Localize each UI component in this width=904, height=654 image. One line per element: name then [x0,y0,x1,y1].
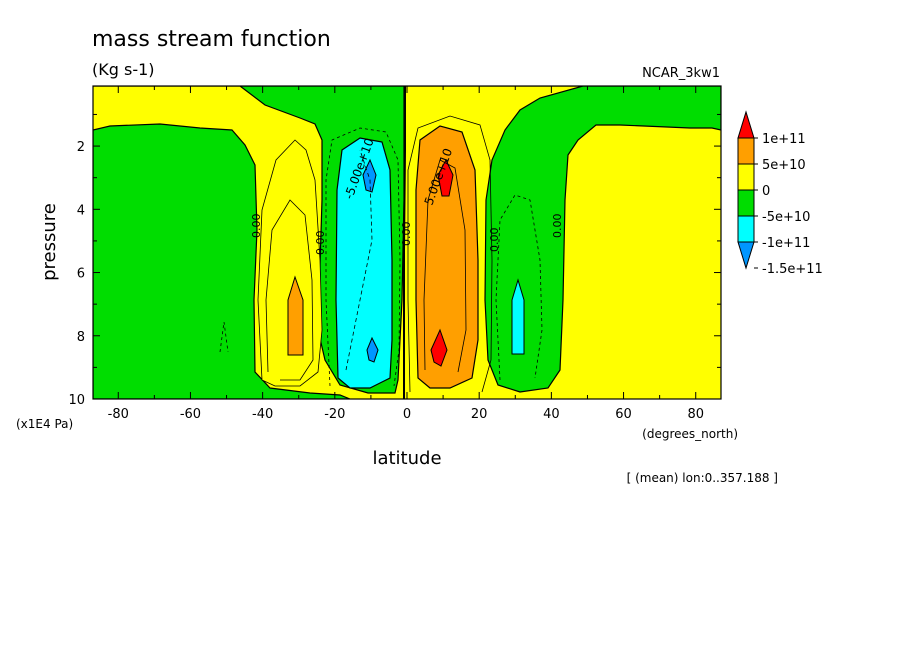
colorbar-segment [737,163,755,191]
x-tick-label: 60 [615,407,632,422]
x-tick-label: 0 [403,407,411,422]
chart-title: mass stream function [92,27,331,52]
colorbar-label: -1.5e+11 [762,262,823,277]
y-axis-label: pressure [39,203,60,281]
contour-label: 0.00 [488,228,501,253]
colorbar-label: 5e+10 [762,158,806,173]
chart-subtitle: (Kg s-1) [92,60,155,79]
solid-contour [407,115,493,393]
x-tick-label: -20 [324,407,345,422]
x-tick-label: 80 [687,407,704,422]
x-tick-label: -40 [252,407,273,422]
colorbar-legend: 1e+11 5e+10 0 -5e+10 -1e+11 -1.5e+11 [737,110,823,277]
colorbar-label: -1e+11 [762,236,810,251]
blue-core-lower [366,336,379,363]
solid-contour [423,159,467,373]
colorbar-min-arrow [737,241,755,270]
y-tick-label: 8 [77,330,85,345]
y-tick-label: 10 [68,393,85,408]
colorbar-segment [737,215,755,243]
orange-cell-north [415,125,479,389]
orange-cell-south [287,275,304,356]
contour-label: 0.00 [400,222,413,247]
blue-core-upper [362,158,377,193]
colorbar-segment [737,137,755,165]
y-tick-label: 2 [77,140,85,155]
colorbar-label: 1e+11 [762,132,806,147]
dashed-contour [219,321,229,353]
cyan-cell [335,137,393,389]
equator-zero-contour [403,86,406,399]
axes: -80 -60 -40 -20 0 20 40 60 80 2 4 6 8 10 [68,86,721,422]
yellow-cell-south [257,139,323,387]
run-label: NCAR_3kw1 [642,66,720,81]
colorbar-label: 0 [762,184,770,199]
x-tick-label: 20 [471,407,488,422]
y-tick-label: 4 [77,203,85,218]
contour-label: 0.00 [250,214,263,239]
red-core-lower [430,328,448,367]
contour-label: 0.00 [551,214,564,239]
dashed-contour [325,127,401,387]
green-region-north [93,86,721,394]
x-axis-label: latitude [372,448,441,469]
cyan-cell-north [511,278,525,355]
footnote: [ (mean) lon:0..357.188 ] [627,471,778,485]
green-region-southpole [93,123,351,399]
dashed-contour [345,149,373,371]
x-tick-label: -80 [108,407,129,422]
colorbar-label: -5e+10 [762,210,810,225]
solid-contour [265,199,314,381]
x-tick-label: 40 [543,407,560,422]
contour-label: 0.00 [314,231,327,256]
colorbar-max-arrow [737,110,755,139]
colorbar-segment [737,189,755,217]
contour-field: -5.00e+10 5.00e+10 0.00 0.00 0.00 0.00 0… [93,86,721,399]
y-axis-unit: (x1E4 Pa) [16,417,73,431]
x-tick-label: -60 [180,407,201,422]
x-axis-unit: (degrees_north) [642,427,738,441]
dashed-contour [495,194,543,381]
y-tick-label: 6 [77,267,85,282]
